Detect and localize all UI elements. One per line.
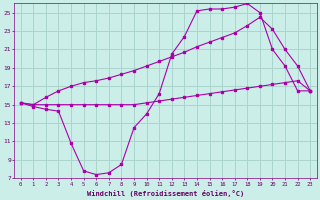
X-axis label: Windchill (Refroidissement éolien,°C): Windchill (Refroidissement éolien,°C) xyxy=(87,190,244,197)
